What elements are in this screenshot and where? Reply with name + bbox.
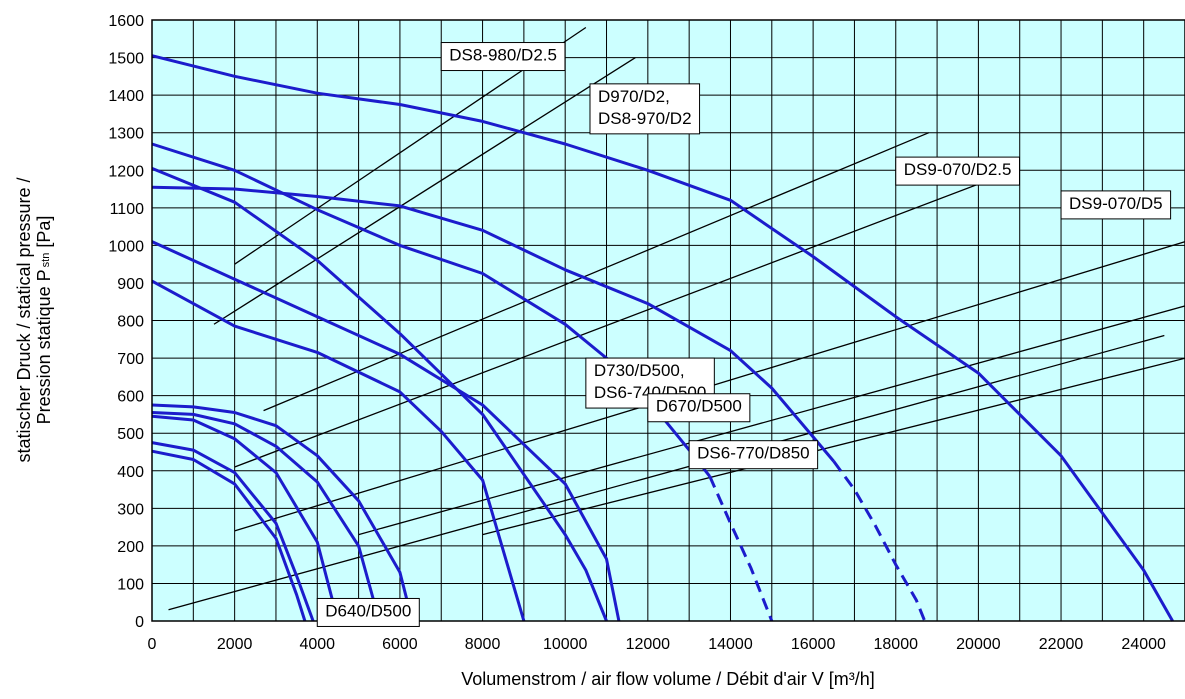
series-label-text: D730/D500, <box>594 361 685 380</box>
y-axis-label-line2: Pression statique Pstn [Pa] <box>34 216 54 425</box>
y-tick-label: 1500 <box>108 51 144 68</box>
series-label-box <box>440 42 566 72</box>
y-tick-label: 100 <box>117 576 144 593</box>
series-label-d670: D670/D500 <box>647 393 751 423</box>
x-tick-label: 6000 <box>382 636 418 653</box>
leader-line <box>213 57 636 325</box>
series-label-ds9-070-d2-5: DS9-070/D2.5 <box>895 156 1020 186</box>
series-label-box <box>895 156 1020 186</box>
y-axis-label-unit: [Pa] <box>34 216 54 253</box>
leader-line <box>482 357 1185 536</box>
leader-line <box>168 334 1165 611</box>
x-tick-label: 8000 <box>465 636 501 653</box>
plot-frame <box>151 19 1185 622</box>
series-label-text: D670/D500 <box>656 397 742 416</box>
series-label-ds9-070-d5: DS9-070/D5 <box>1060 190 1172 220</box>
series-label-box <box>647 393 751 423</box>
x-tick-label: 24000 <box>1121 636 1166 653</box>
y-tick-label: 1100 <box>110 201 145 218</box>
fan-curve <box>151 185 835 463</box>
x-tick-label: 14000 <box>708 636 753 653</box>
series-label-text: DS9-070/D5 <box>1069 194 1163 213</box>
y-tick-label: 1200 <box>108 163 144 180</box>
fan-curve <box>151 403 414 622</box>
y-tick-label: 800 <box>117 314 144 331</box>
series-label-text: DS6-770/D850 <box>697 444 809 463</box>
y-tick-label: 1300 <box>108 126 144 143</box>
y-tick-label: 500 <box>117 426 144 443</box>
leader-line <box>263 132 930 412</box>
series-label-d970: D970/D2, DS8-970/D2 <box>589 83 701 135</box>
y-tick-label: 0 <box>135 614 144 631</box>
fan-curve <box>151 142 711 478</box>
fan-curve <box>151 449 307 622</box>
series-label-box <box>688 440 819 470</box>
y-tick-label: 300 <box>117 501 144 518</box>
y-tick-label: 200 <box>117 539 144 556</box>
series-label-box <box>589 83 701 135</box>
fan-curve <box>151 411 381 622</box>
series-label-box <box>1060 190 1172 220</box>
x-tick-label: 22000 <box>1039 636 1084 653</box>
grid <box>152 19 1185 622</box>
fan-curve-dashed <box>832 460 927 622</box>
y-tick-label: 400 <box>117 464 144 481</box>
fan-curve-dashed <box>708 475 774 622</box>
y-tick-label: 1000 <box>108 238 144 255</box>
series-label-text: DS8-970/D2 <box>598 109 692 128</box>
series-label-ds8-980: DS8-980/D2.5 <box>440 42 566 72</box>
y-axis-label-subscript: stn <box>40 253 52 268</box>
fan-curve <box>151 54 1174 622</box>
x-tick-label: 18000 <box>874 636 919 653</box>
fan-curve <box>151 414 340 622</box>
fan-curve <box>151 167 608 622</box>
leader-line <box>234 241 1185 532</box>
series-label-text: D640/D500 <box>325 601 411 620</box>
series-label-ds6-770-d850: DS6-770/D850 <box>688 440 819 470</box>
series-label-d640: D640/D500 <box>316 597 420 627</box>
y-tick-labels: 0 100 200 300 400 500 600 700 800 900 1000 1100 1200… <box>108 13 144 631</box>
series-label-box <box>316 597 420 627</box>
series-label-text: D970/D2, <box>598 87 670 106</box>
series-label-text: DS9-070/D2.5 <box>904 160 1012 179</box>
leader-line <box>358 305 1185 536</box>
x-tick-label: 2000 <box>217 636 253 653</box>
series-label-text: DS8-980/D2.5 <box>449 46 557 65</box>
y-tick-label: 600 <box>117 389 144 406</box>
x-tick-label: 12000 <box>626 636 671 653</box>
y-tick-label: 1600 <box>108 13 144 30</box>
x-tick-label: 4000 <box>299 636 335 653</box>
y-tick-label: 1400 <box>108 88 144 105</box>
leader-line <box>234 167 1020 468</box>
series-labels: DS8-980/D2.5 D970/D2, DS8-970/D2 DS9-070/D2… <box>316 42 1172 627</box>
fan-curve <box>151 441 315 622</box>
fan-curve <box>151 279 526 622</box>
y-axis-label-main: Pression statique P <box>34 269 54 424</box>
x-tick-label: 16000 <box>791 636 836 653</box>
y-tick-label: 700 <box>117 351 144 368</box>
fan-curve <box>151 240 621 622</box>
x-axis-label: Volumenstrom / air flow volume / Débit d… <box>461 669 875 689</box>
y-tick-label: 900 <box>117 276 144 293</box>
x-tick-label: 0 <box>148 636 157 653</box>
x-tick-label: 20000 <box>956 636 1001 653</box>
x-tick-labels: 0 2000 4000 6000 8000 10000 12000 14000 16000 180… <box>148 636 1166 653</box>
fan-curves <box>151 54 1174 622</box>
y-axis-label-line1: statischer Druck / statical pressure / <box>14 177 34 462</box>
x-tick-label: 10000 <box>543 636 588 653</box>
